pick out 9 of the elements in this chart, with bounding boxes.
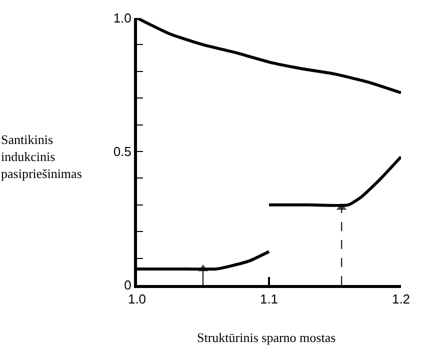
x-tick-label: 1.0 [128,292,146,307]
y-tick-label: 0 [124,278,132,293]
line-series [268,155,401,207]
x-axis-title: Struktūrinis sparno mostas [197,330,336,345]
y-tick-label: 0.5 [113,144,132,160]
y-axis-title: Santikinis indukcinis pasipriešinimas [1,132,82,181]
x-tick-label: 1.2 [392,292,410,307]
x-tick-label: 1.1 [260,292,278,307]
y-tick-label: 1.0 [113,10,132,26]
